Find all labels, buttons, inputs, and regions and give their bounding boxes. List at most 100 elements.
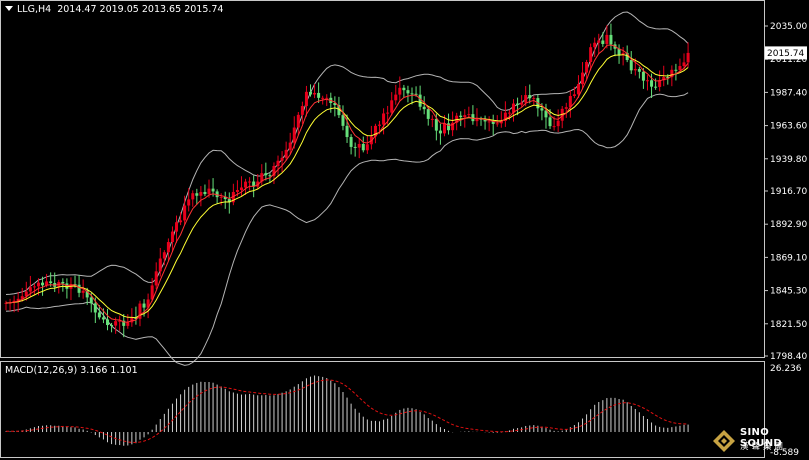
candle-body: [183, 205, 187, 221]
candle-body: [365, 144, 369, 151]
candle-body: [284, 149, 288, 158]
candle-body: [678, 66, 682, 70]
candle-body: [674, 69, 678, 71]
current-price-label: 2015.74: [767, 49, 804, 59]
candle-body: [118, 320, 122, 322]
candle-body: [507, 112, 511, 114]
candle-body: [333, 102, 337, 106]
candle-body: [227, 199, 231, 203]
candle-body: [666, 77, 670, 79]
candle-body: [650, 80, 654, 87]
low-value: 2013.65: [141, 4, 182, 15]
candle-body: [386, 112, 390, 114]
candle-body: [272, 166, 276, 176]
candle-body: [292, 127, 296, 143]
candle-body: [61, 281, 65, 284]
candle-body: [564, 107, 568, 109]
candle-body: [459, 115, 463, 118]
candle-body: [605, 34, 609, 44]
candle-body: [211, 188, 215, 192]
candle-body: [589, 47, 593, 62]
candle-body: [402, 87, 406, 91]
candle-body: [430, 118, 434, 120]
price-tick-label: 1987.40: [770, 88, 807, 98]
candle-body: [179, 220, 183, 223]
candle-body: [195, 193, 199, 196]
candle-body: [235, 190, 239, 192]
candle-body: [418, 94, 422, 107]
candle-body: [532, 98, 536, 100]
candle-body: [45, 281, 49, 286]
candle-body: [516, 103, 520, 105]
candle-body: [345, 125, 349, 138]
price-tick-label: 2011.20: [770, 55, 807, 65]
candle-body: [487, 121, 491, 123]
candle-body: [337, 105, 341, 116]
candle-body: [244, 181, 248, 188]
price-tick-label: 1845.30: [770, 287, 807, 297]
candle-body: [85, 290, 89, 298]
bollinger-upper-band: [5, 11, 689, 295]
candle-body: [641, 71, 645, 81]
bollinger-lower-band: [5, 92, 689, 366]
price-pane-border: [0, 0, 765, 358]
candle-body: [349, 137, 353, 147]
candle-body: [65, 283, 69, 289]
candle-body: [524, 95, 528, 103]
candle-body: [146, 299, 150, 308]
candle-body: [150, 285, 154, 300]
candle-body: [670, 69, 674, 78]
candle-body: [166, 242, 170, 253]
macd-label: MACD(12,26,9): [5, 365, 78, 376]
price-tick-label: 2035.00: [770, 22, 807, 32]
moving-average-fast: [5, 44, 689, 323]
price-tick-label: 1892.90: [770, 220, 807, 230]
candle-body: [264, 173, 268, 176]
candle-body: [175, 222, 179, 232]
sino-sound-logo: SINO SOUND 漢聲集團: [712, 426, 804, 458]
candle-body: [252, 181, 256, 187]
candle-body: [625, 52, 629, 61]
macd-axis-top: 26.236: [770, 364, 802, 374]
candle-body: [41, 282, 45, 286]
candle-body: [162, 252, 166, 259]
macd-signal-line: [6, 379, 689, 444]
candle-body: [654, 86, 658, 88]
candle-body: [239, 187, 243, 191]
price-tick-label: 1939.80: [770, 155, 807, 165]
candle-body: [491, 121, 495, 124]
candle-body: [191, 193, 195, 200]
current-price-marker: 2015.74: [765, 46, 807, 60]
candle-body: [32, 286, 36, 288]
candle-body: [390, 100, 394, 113]
triangle-down-icon[interactable]: [5, 6, 13, 11]
price-axis: 2035.00 2011.20 1987.40 1963.60 1939.80 1916.…: [764, 22, 807, 362]
candle-body: [447, 123, 451, 131]
macd-pane: 26.236 -8.589: [0, 361, 802, 458]
candle-body: [89, 297, 93, 304]
candle-body: [101, 317, 105, 320]
open-value: 2014.47: [57, 4, 97, 15]
candle-body: [609, 34, 613, 45]
high-value: 2019.05: [99, 4, 139, 15]
candle-body: [4, 302, 8, 304]
candle-body: [199, 191, 203, 196]
candle-body: [540, 108, 544, 111]
candle-body: [300, 106, 304, 115]
candle-body: [215, 191, 219, 198]
logo-chinese-text: 漢聲集團: [740, 442, 787, 452]
candle-body: [77, 284, 81, 293]
candle-body: [280, 157, 284, 161]
candle-body: [353, 146, 357, 148]
candle-body: [629, 60, 633, 71]
candle-body: [106, 319, 109, 326]
candle-body: [20, 296, 24, 299]
candle-body: [451, 122, 455, 131]
candle-body: [36, 282, 40, 287]
candle-body: [341, 115, 345, 126]
candle-body: [81, 290, 85, 293]
candle-body: [682, 62, 686, 67]
candle-body: [126, 322, 130, 326]
candle-body: [309, 91, 312, 95]
candle-body: [503, 112, 507, 121]
